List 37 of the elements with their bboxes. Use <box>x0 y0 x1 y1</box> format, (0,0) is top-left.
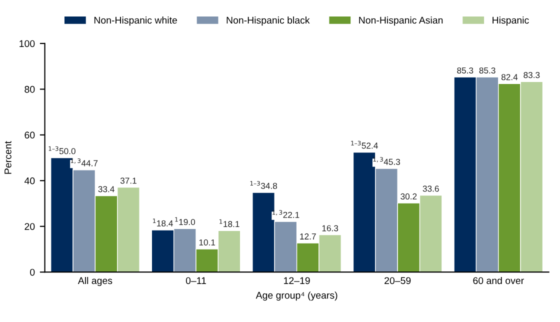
data-label: $^{1}$18.4 <box>153 218 173 226</box>
x-tick-label: All ages <box>78 276 112 286</box>
legend-label: Hispanic <box>492 16 529 26</box>
data-label: $^{1–3}$52.4 <box>351 140 378 149</box>
y-tick-label: 20 <box>24 223 35 230</box>
x-tick-label: 20–59 <box>384 277 411 284</box>
y-tick-label: 100 <box>20 40 35 48</box>
data-label: 33.4 <box>98 186 114 192</box>
legend-label: Non-Hispanic black <box>226 16 310 26</box>
data-label: 30.2 <box>400 193 417 200</box>
data-label: $^{1}$19.0 <box>175 217 196 226</box>
data-label: 83.3 <box>524 72 540 78</box>
legend-label: Non-Hispanic Asian <box>359 16 443 26</box>
x-tick-label: 60 and over <box>473 276 524 284</box>
data-label: 85.3 <box>479 67 496 74</box>
data-label: 85.3 <box>457 67 474 74</box>
data-label: $^{1,3}$44.7 <box>70 158 98 166</box>
data-label: $^{1}$18.1 <box>220 219 240 228</box>
y-tick-label: 60 <box>24 132 35 139</box>
data-label: 82.4 <box>501 74 518 80</box>
data-label: 10.1 <box>199 239 216 246</box>
y-tick-label: 80 <box>24 86 35 93</box>
y-axis-title: Percent <box>4 141 12 174</box>
x-tick-label: 0–11 <box>186 277 206 284</box>
y-tick-label: 40 <box>24 177 35 184</box>
data-label: $^{1,3}$22.1 <box>272 210 300 218</box>
data-label: $^{1–3}$50.0 <box>48 146 76 154</box>
x-tick-label: 12–19 <box>284 277 310 284</box>
data-label: $^{1–3}$34.8 <box>250 181 278 189</box>
data-label: $^{1,3}$45.3 <box>373 157 400 165</box>
x-axis-title: Age group⁴ (years) <box>256 292 338 301</box>
data-label: 16.3 <box>322 225 338 232</box>
y-tick-label: 0 <box>30 268 35 276</box>
data-label: 12.7 <box>300 233 316 240</box>
legend-label: Non-Hispanic white <box>94 16 177 26</box>
data-label: 33.6 <box>422 186 439 192</box>
data-label: 37.1 <box>120 178 136 184</box>
